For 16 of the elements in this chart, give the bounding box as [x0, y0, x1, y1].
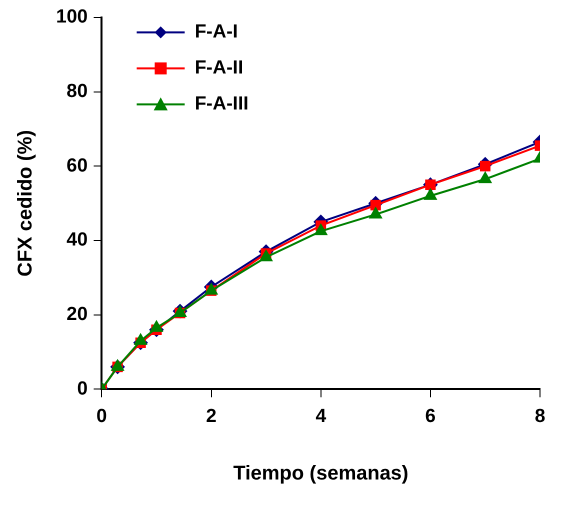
- legend-label: F-A-III: [194, 94, 249, 115]
- x-axis-title: Tiempo (semanas): [233, 462, 408, 485]
- x-tick-label: 6: [425, 406, 436, 427]
- x-tick-label: 4: [316, 406, 327, 427]
- y-tick-label: 100: [56, 6, 88, 28]
- legend-label: F-A-II: [194, 58, 244, 79]
- y-tick-label: 40: [66, 230, 88, 251]
- y-tick-label: 60: [66, 155, 88, 176]
- legend-label: F-A-I: [194, 22, 238, 43]
- x-tick-label: 8: [534, 406, 546, 427]
- y-tick-label: 80: [66, 80, 88, 102]
- y-tick-label: 0: [77, 378, 88, 400]
- y-axis-title: CFX cedido (%): [14, 130, 37, 277]
- x-tick-label: 2: [206, 406, 217, 427]
- x-tick-label: 0: [96, 406, 107, 427]
- y-tick-label: 20: [66, 304, 88, 326]
